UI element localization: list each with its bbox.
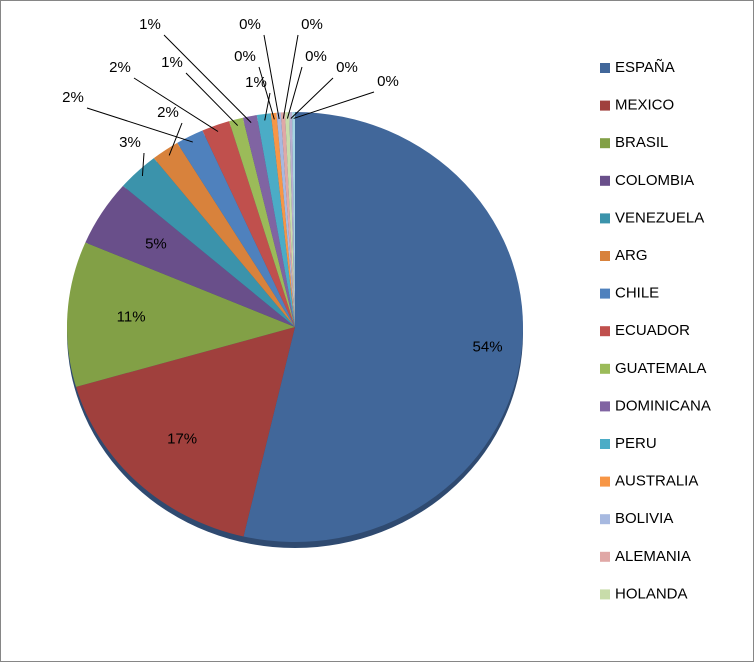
legend-swatch [600,326,610,337]
data-label: 2% [109,59,131,76]
leader-line [263,34,280,120]
data-label: 17% [167,430,197,447]
data-label: 5% [145,236,167,253]
legend-swatch [600,213,610,224]
pie-slice [177,130,295,327]
legend-swatch [600,100,610,111]
data-label: 1% [161,54,183,71]
legend-label: BOLIVIA [615,510,673,527]
legend-label: VENEZUELA [615,209,704,226]
legend-label: MEXICO [615,97,674,114]
leader-line [163,34,252,123]
leader-line [290,77,334,119]
legend-swatch [600,401,610,412]
pie-slice [153,142,295,327]
legend-swatch [600,138,610,149]
pie-slice [76,327,296,537]
data-label: 54% [473,339,503,356]
legend-swatch [600,551,610,562]
pie-slice [122,158,295,327]
legend-label: ECUADOR [615,322,690,339]
legend-swatch [600,514,610,525]
data-label: 0% [305,48,327,65]
pie-slice [202,121,295,327]
data-label: 0% [301,16,323,33]
pie-slice [289,112,295,327]
legend-label: DOMINICANA [615,397,711,414]
legend-swatch [600,288,610,299]
labels: 54% 17% 11% 5% 3% 2% 2% 2% 1% 1% 1% 0% 0% 0% 0% 0% 0% [62,16,502,447]
pie-slice [242,115,295,327]
pie-slice [256,113,295,327]
data-label: 11% [117,309,146,326]
pie [67,112,524,548]
legend-label: ARG [615,247,648,264]
data-label: 3% [119,134,141,151]
legend-swatch [600,251,610,261]
legend-label: COLOMBIA [615,172,694,189]
legend-label: HOLANDA [615,585,688,602]
legend-swatch [600,439,610,449]
data-label: 1% [245,74,267,91]
leader-line [282,34,299,119]
legend-label: AUSTRALIA [615,473,698,490]
legend-label: GUATEMALA [615,360,706,377]
leader-line [185,72,239,126]
data-label: 0% [234,48,256,65]
pie-slice [280,112,295,327]
legend-label: CHILE [615,285,659,302]
pie-slice [67,242,296,387]
data-label: 2% [157,104,179,121]
pie-slice [243,112,524,542]
leader-line [258,66,275,120]
data-label: 0% [239,16,261,33]
data-label: 0% [377,73,399,90]
leader-line [293,91,375,119]
data-label: 1% [139,16,161,33]
leader-line [168,122,183,156]
legend-label: ESPAÑA [615,59,675,76]
pie-slice [85,185,296,327]
leader-line [133,77,219,132]
leader-line [86,107,193,143]
pie-slice [276,112,295,327]
pie-slice [229,117,295,328]
legend-label: BRASIL [615,134,668,151]
leader-line [264,92,271,121]
legend-label: PERU [615,435,657,452]
legend-swatch [600,589,610,600]
legend-label: ALEMANIA [615,548,691,565]
leader-line [141,152,145,177]
legend-swatch [600,63,610,73]
pie-slice [270,112,295,327]
legend-swatch [600,175,610,186]
pie-slice [285,112,295,327]
legend-swatch [600,363,610,374]
legend: ESPAÑA MEXICO BRASIL COLOMBIA VENEZUELA ARG CH… [600,59,711,602]
data-label: 2% [62,89,84,106]
data-label: 0% [336,59,358,76]
leader-line [286,66,303,119]
legend-swatch [600,476,610,487]
pie-slice [292,112,295,327]
